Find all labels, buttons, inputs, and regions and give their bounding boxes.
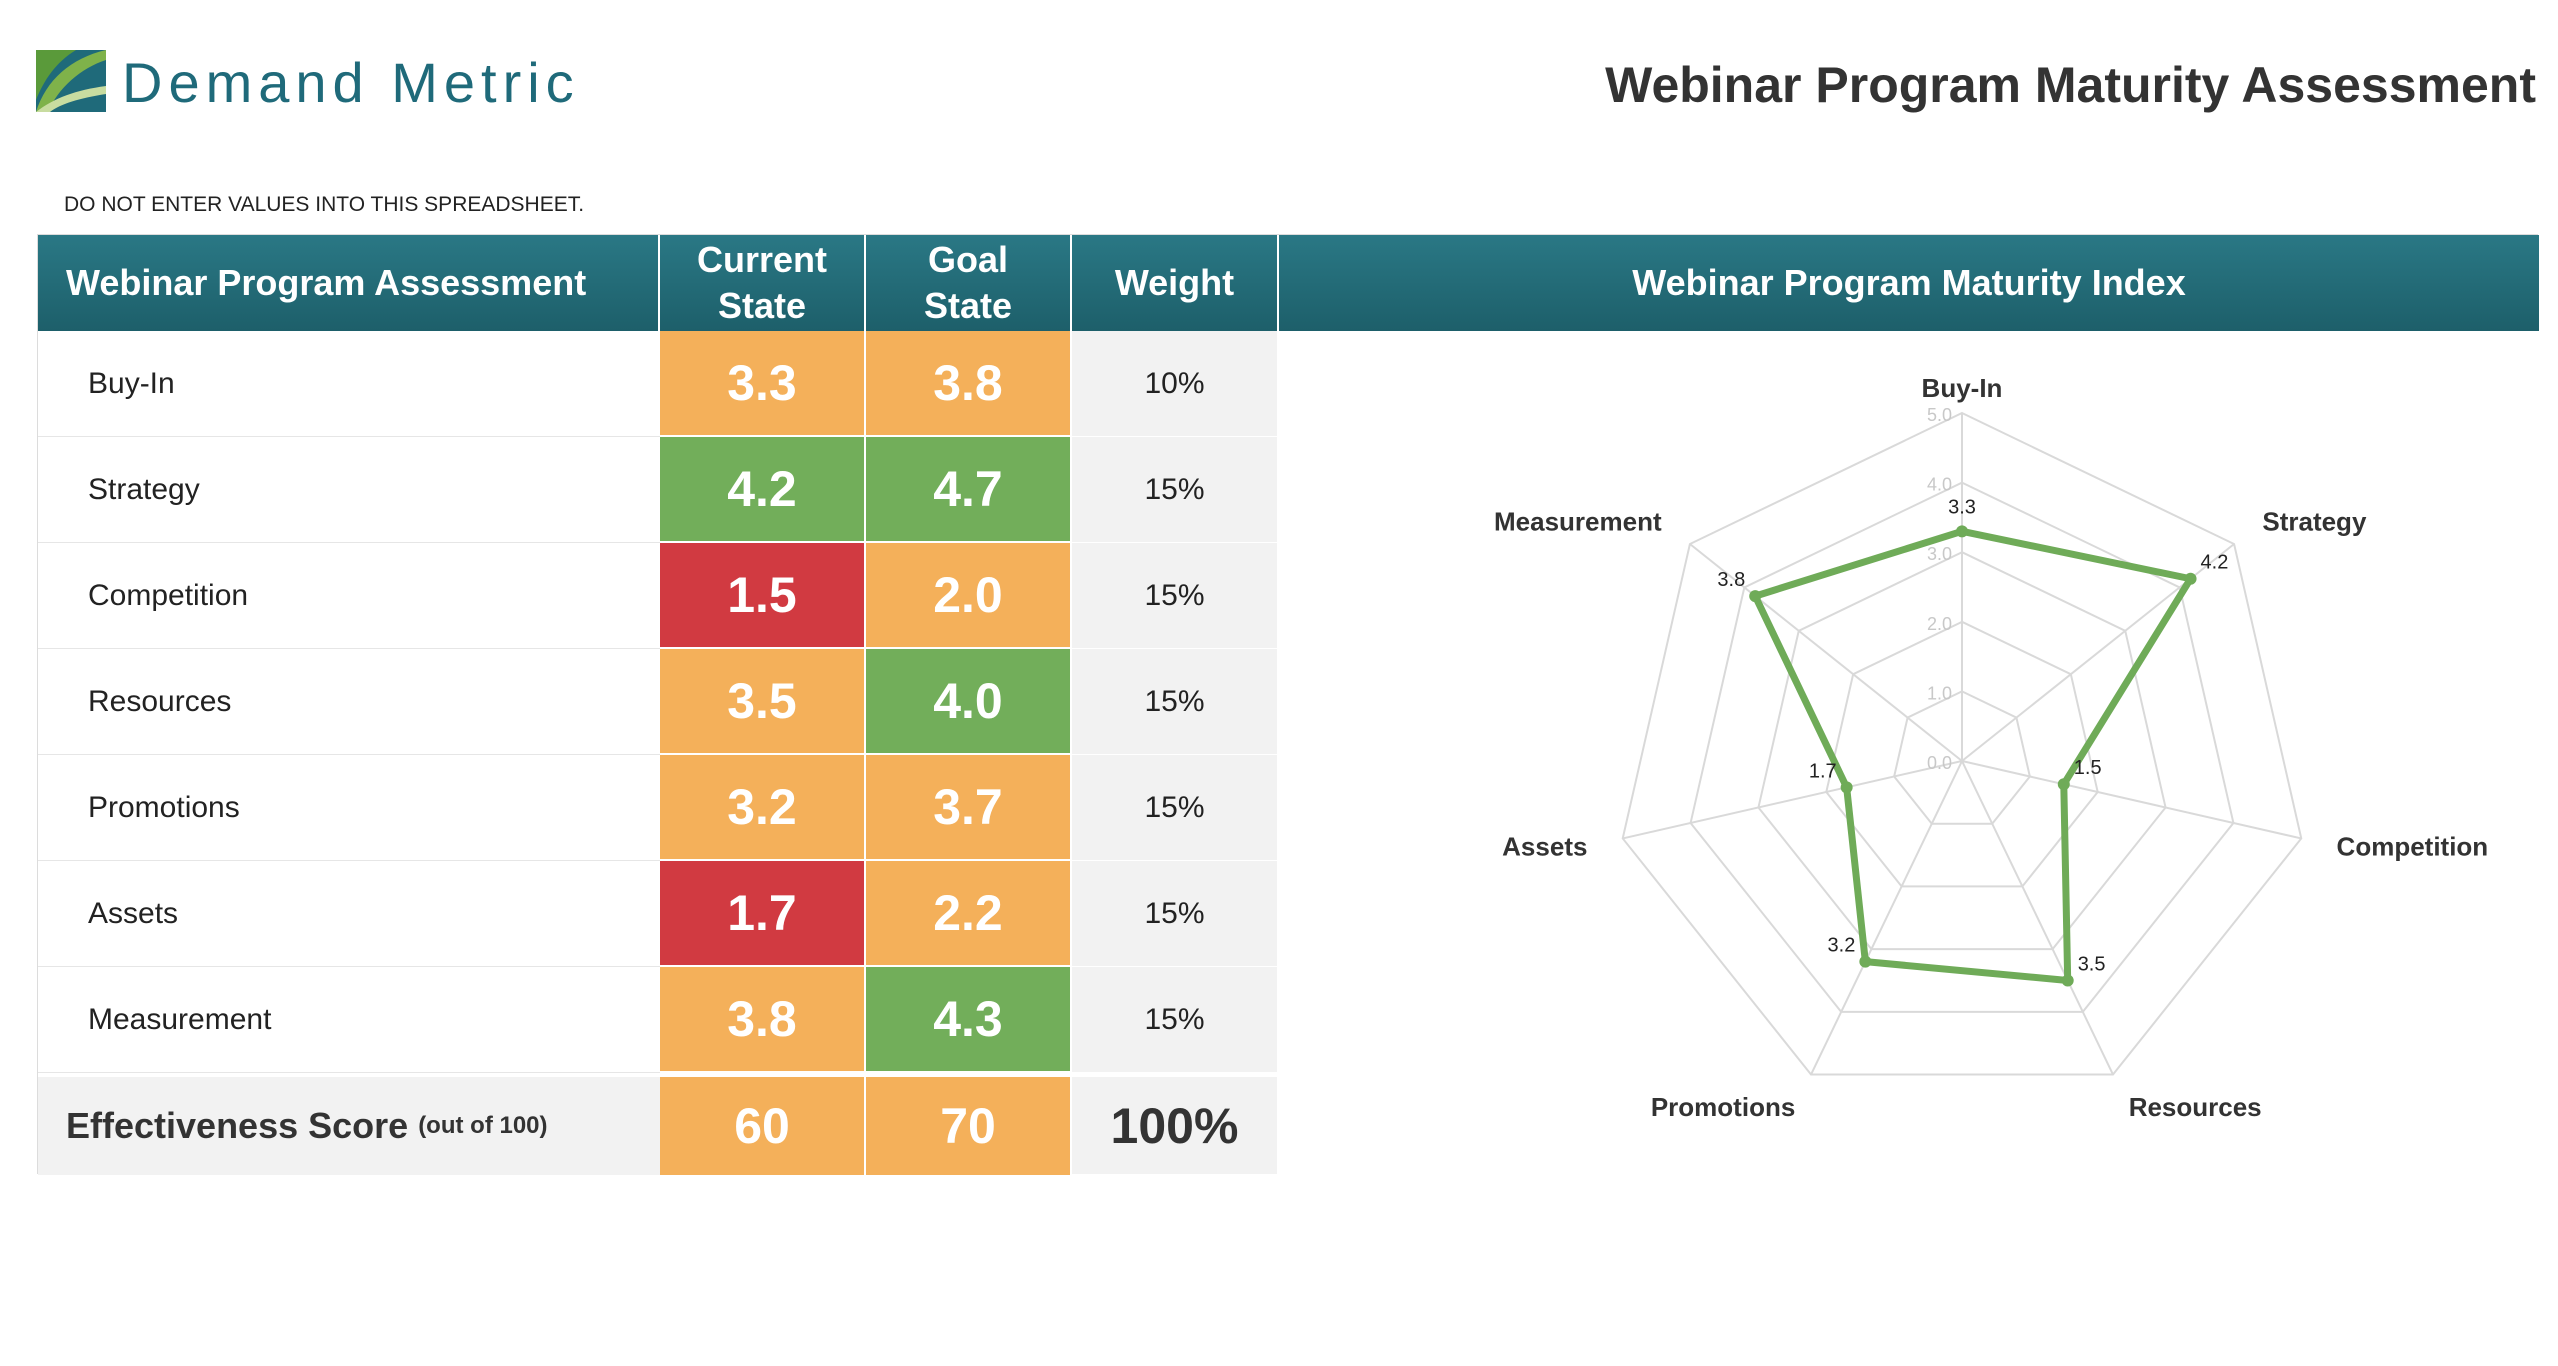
- current-state-cell: 1.7: [660, 861, 866, 967]
- current-state-cell: 3.2: [660, 755, 866, 861]
- goal-state-cell: 2.0: [866, 543, 1072, 649]
- row-label: Promotions: [38, 755, 660, 861]
- radar-tick-label: 1.0: [1927, 683, 1952, 703]
- radar-data-label: 3.2: [1828, 935, 1856, 957]
- header-goal-state: Goal State: [866, 235, 1072, 331]
- radar-tick-label: 5.0: [1927, 405, 1952, 425]
- page-title: Webinar Program Maturity Assessment: [1605, 57, 2536, 113]
- radar-data-label: 3.5: [2078, 953, 2106, 975]
- radar-grid-ring: [1689, 481, 2235, 1013]
- radar-axis-label: Promotions: [1651, 1092, 1795, 1122]
- current-state-cell: 3.8: [660, 967, 866, 1073]
- row-label: Assets: [38, 861, 660, 967]
- radar-tick-label: 2.0: [1927, 614, 1952, 634]
- header-current-line2: State: [717, 285, 807, 326]
- radar-axis-label: Strategy: [2262, 506, 2367, 536]
- effectiveness-score-label: Effectiveness Score (out of 100): [38, 1077, 660, 1175]
- radar-data-point: [2061, 974, 2074, 987]
- header-goal-line2: State: [923, 285, 1013, 326]
- weight-cell: 15%: [1072, 543, 1279, 649]
- radar-spoke: [1810, 760, 1963, 1075]
- radar-data-point: [1749, 590, 1762, 603]
- radar-data-point: [2184, 572, 2197, 585]
- current-state-cell: 3.5: [660, 649, 866, 755]
- radar-chart: 0.0 1.0 2.0 3.0 4.0 5.0 3.3 4.2 1.5 3.5 3.2 1.7 3.8 B…: [1494, 373, 2489, 1122]
- radar-tick-label: 3.0: [1927, 544, 1952, 564]
- radar-grid-ring: [1621, 411, 2303, 1076]
- goal-state-cell: 4.7: [866, 437, 1072, 543]
- score-current: 60: [660, 1077, 866, 1175]
- row-label: Strategy: [38, 437, 660, 543]
- notice-text: DO NOT ENTER VALUES INTO THIS SPREADSHEE…: [64, 193, 585, 216]
- radar-data-label: 1.5: [2074, 757, 2102, 779]
- score-weight: 100%: [1072, 1077, 1279, 1175]
- row-label: Competition: [38, 543, 660, 649]
- radar-axis-label: Measurement: [1494, 506, 1662, 536]
- weight-cell: 15%: [1072, 861, 1279, 967]
- radar-grid-ring: [1893, 690, 2031, 825]
- row-label: Resources: [38, 649, 660, 755]
- header-weight-label: Weight: [1114, 262, 1235, 303]
- current-state-cell: 3.3: [660, 331, 866, 437]
- radar-data-label: 1.7: [1809, 760, 1837, 782]
- radar-series-line: [1751, 527, 2195, 984]
- radar-axis-label: Resources: [2129, 1092, 2262, 1122]
- radar-data-point: [1859, 955, 1872, 968]
- radar-grid-ring: [1757, 551, 2167, 951]
- demand-metric-logo-icon: [36, 50, 106, 112]
- weight-cell: 10%: [1072, 331, 1279, 437]
- goal-state-cell: 3.7: [866, 755, 1072, 861]
- header-assessment: Webinar Program Assessment: [38, 235, 660, 331]
- score-goal: 70: [866, 1077, 1072, 1175]
- current-state-cell: 4.2: [660, 437, 866, 543]
- radar-spoke: [1961, 760, 2114, 1075]
- radar-tick-label: 0.0: [1927, 753, 1952, 773]
- radar-data-label: 3.3: [1948, 496, 1976, 518]
- radar-grid-ring: [1825, 620, 2099, 888]
- header-current-state: Current State: [660, 235, 866, 331]
- header-index-label: Webinar Program Maturity Index: [1632, 262, 2186, 303]
- header-weight: Weight: [1072, 235, 1279, 331]
- header-current-line1: Current: [696, 239, 827, 280]
- maturity-index-chart-area: 0.0 1.0 2.0 3.0 4.0 5.0 3.3 4.2 1.5 3.5 3.2 1.7 3.8 B…: [1279, 331, 2539, 1175]
- weight-cell: 15%: [1072, 437, 1279, 543]
- brand-name: Demand Metric: [122, 51, 580, 114]
- radar-data-point: [2057, 778, 2070, 791]
- current-state-cell: 1.5: [660, 543, 866, 649]
- radar-spoke: [1689, 543, 1963, 762]
- radar-data-label: 3.8: [1717, 569, 1745, 591]
- weight-cell: 15%: [1072, 649, 1279, 755]
- row-label: Measurement: [38, 967, 660, 1073]
- radar-spoke: [1622, 760, 1963, 840]
- row-label: Buy-In: [38, 331, 660, 437]
- goal-state-cell: 2.2: [866, 861, 1072, 967]
- radar-data-point: [1956, 525, 1968, 538]
- radar-axis-label: Buy-In: [1922, 373, 2003, 403]
- header-assessment-label: Webinar Program Assessment: [66, 262, 587, 303]
- radar-data-label: 4.2: [2201, 552, 2229, 574]
- radar-data-point: [1840, 781, 1853, 794]
- radar-axis-label: Assets: [1502, 831, 1587, 861]
- goal-state-cell: 4.3: [866, 967, 1072, 1073]
- score-label-text: Effectiveness Score: [66, 1105, 409, 1146]
- header-goal-line1: Goal: [927, 239, 1008, 280]
- radar-axis-label: Competition: [2337, 831, 2489, 861]
- page-header: Demand Metric Webinar Program Maturity A…: [0, 0, 2558, 216]
- weight-cell: 15%: [1072, 755, 1279, 861]
- assessment-panel: Webinar Program Assessment Current State…: [37, 234, 2539, 1175]
- score-label-sub: (out of 100): [418, 1112, 548, 1139]
- goal-state-cell: 3.8: [866, 331, 1072, 437]
- header-maturity-index: Webinar Program Maturity Index: [1279, 235, 2539, 331]
- goal-state-cell: 4.0: [866, 649, 1072, 755]
- radar-tick-label: 4.0: [1927, 475, 1952, 495]
- weight-cell: 15%: [1072, 967, 1279, 1073]
- radar-spoke: [1961, 760, 2302, 840]
